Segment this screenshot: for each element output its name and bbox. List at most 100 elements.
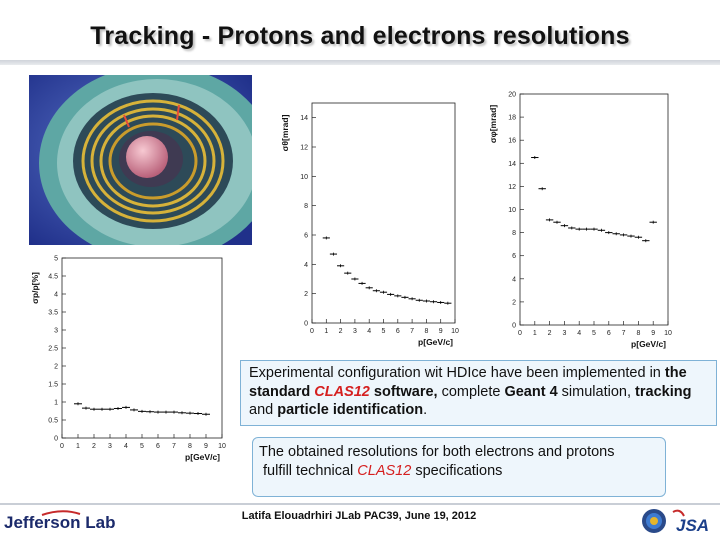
y-axis-label: σφ[mrad] <box>488 105 498 144</box>
y-tick-label: 2 <box>512 299 516 306</box>
y-tick-label: 8 <box>512 230 516 237</box>
y-tick-label: 18 <box>508 115 516 122</box>
y-tick-label: 4 <box>54 292 58 299</box>
y-tick-label: 0 <box>512 323 516 330</box>
x-tick-label: 1 <box>76 443 80 450</box>
x-tick-label: 2 <box>339 328 343 335</box>
y-tick-label: 0 <box>304 321 308 328</box>
y-axis-label: σp/p[%] <box>30 272 40 304</box>
x-axis-label: p[GeV/c] <box>185 452 220 462</box>
y-tick-label: 14 <box>300 115 308 122</box>
x-tick-label: 5 <box>382 328 386 335</box>
x-tick-label: 0 <box>518 330 522 337</box>
y-tick-label: 3 <box>54 328 58 335</box>
x-tick-label: 4 <box>367 328 371 335</box>
y-tick-label: 12 <box>300 145 308 152</box>
box2-text-2: fulfill technical <box>263 462 358 479</box>
x-tick-label: 3 <box>108 443 112 450</box>
x-tick-label: 4 <box>124 443 128 450</box>
plot-frame <box>311 102 456 324</box>
y-tick-label: 2.5 <box>48 346 58 353</box>
y-tick-label: 10 <box>300 174 308 181</box>
x-tick-label: 2 <box>548 330 552 337</box>
x-tick-label: 3 <box>562 330 566 337</box>
slide-title: Tracking - Protons and electrons resolut… <box>90 22 630 50</box>
y-tick-label: 4 <box>304 262 308 269</box>
x-tick-label: 6 <box>156 443 160 450</box>
box1-text-9: and <box>249 402 278 418</box>
detector-image <box>29 65 275 261</box>
y-tick-label: 12 <box>508 184 516 191</box>
box1-text-5: complete <box>437 383 505 400</box>
x-tick-label: 0 <box>310 328 314 335</box>
jefferson-lab-logo: Jefferson Lab <box>2 506 122 538</box>
box2-clas12: CLAS12 <box>357 462 412 479</box>
phi-resolution-svg: 0 1 2 3 4 5 6 7 8 9 1002468101214161820p[GeV/c]σφ[… <box>488 92 672 350</box>
y-tick-label: 4 <box>512 276 516 283</box>
x-axis-label: p[GeV/c] <box>631 339 666 349</box>
plot-frame <box>519 93 669 326</box>
y-tick-label: 4.5 <box>48 274 58 281</box>
box1-tracking: tracking <box>635 383 692 400</box>
doe-seal-icon <box>642 509 666 533</box>
y-tick-label: 6 <box>304 233 308 240</box>
box1-text-1: Experimental configuration wit HDIce hav… <box>249 365 665 381</box>
x-tick-label: 10 <box>218 443 226 450</box>
x-tick-label: 3 <box>353 328 357 335</box>
x-tick-label: 9 <box>439 328 443 335</box>
box1-text-4: software, <box>369 383 438 400</box>
y-tick-label: 6 <box>512 253 516 260</box>
box1-clas12: CLAS12 <box>314 383 370 400</box>
x-tick-label: 5 <box>140 443 144 450</box>
y-tick-label: 0 <box>54 436 58 443</box>
y-tick-label: 3.5 <box>48 310 58 317</box>
box1-text-11: . <box>423 402 428 418</box>
x-axis-label: p[GeV/c] <box>418 337 453 347</box>
box2-line-2: fulfill technical CLAS12 specifications <box>259 462 659 481</box>
x-tick-label: 7 <box>172 443 176 450</box>
x-tick-label: 5 <box>592 330 596 337</box>
x-tick-label: 0 <box>60 443 64 450</box>
x-tick-label: 8 <box>636 330 640 337</box>
y-tick-label: 16 <box>508 138 516 145</box>
x-tick-label: 9 <box>204 443 208 450</box>
sponsor-logos: JSA <box>640 506 718 536</box>
jsa-logo-icon: JSA <box>672 509 709 535</box>
momentum-resolution-plot: 0 1 2 3 4 5 6 7 8 9 10 0 0.5 1 1.5 2 2.5 3 3.5 4 4.5 5 p[GeV/c… <box>22 253 232 478</box>
y-tick-label: 0.5 <box>48 418 58 425</box>
x-tick-label: 10 <box>664 330 672 337</box>
title-divider <box>0 60 720 65</box>
y-axis-label: σθ[mrad] <box>280 114 290 151</box>
x-tick-label: 6 <box>396 328 400 335</box>
y-tick-label: 20 <box>508 92 516 99</box>
y-tick-label: 1.5 <box>48 382 58 389</box>
jsa-text: JSA <box>676 516 709 535</box>
configuration-textbox: Experimental configuration wit HDIce hav… <box>240 360 717 426</box>
y-tick-label: 2 <box>304 291 308 298</box>
y-tick-label: 10 <box>508 207 516 214</box>
y-tick-label: 5 <box>54 256 58 263</box>
x-tick-label: 7 <box>410 328 414 335</box>
x-tick-label: 7 <box>622 330 626 337</box>
footer-caption: Latifa Elouadrhiri JLab PAC39, June 19, … <box>241 510 477 522</box>
box2-line-1: The obtained resolutions for both electr… <box>259 444 615 460</box>
y-tick-label: 1 <box>54 400 58 407</box>
y-tick-label: 14 <box>508 161 516 168</box>
x-tick-label: 1 <box>533 330 537 337</box>
box1-text-7: simulation, <box>557 383 636 400</box>
x-tick-label: 8 <box>424 328 428 335</box>
box1-geant4: Geant 4 <box>504 383 558 400</box>
theta-resolution-plot: 0 1 2 3 4 5 6 7 8 9 10 0 2 4 6 8 10 12 14 p[GeV/c] σθ[mrad] <box>270 95 470 350</box>
x-tick-label: 8 <box>188 443 192 450</box>
x-tick-label: 9 <box>651 330 655 337</box>
box1-pid: particle identification <box>277 402 424 418</box>
x-tick-label: 1 <box>324 328 328 335</box>
y-tick-label: 8 <box>304 203 308 210</box>
x-tick-label: 6 <box>607 330 611 337</box>
footer-divider <box>0 503 720 505</box>
momentum-resolution-svg: 0 1 2 3 4 5 6 7 8 9 10 0 0.5 1 1.5 2 2.5 3 3.5 4 4.5 5 p[GeV/c… <box>30 256 226 463</box>
x-tick-label: 4 <box>577 330 581 337</box>
box1-text-2: the standard <box>249 365 687 400</box>
y-tick-label: 2 <box>54 364 58 371</box>
